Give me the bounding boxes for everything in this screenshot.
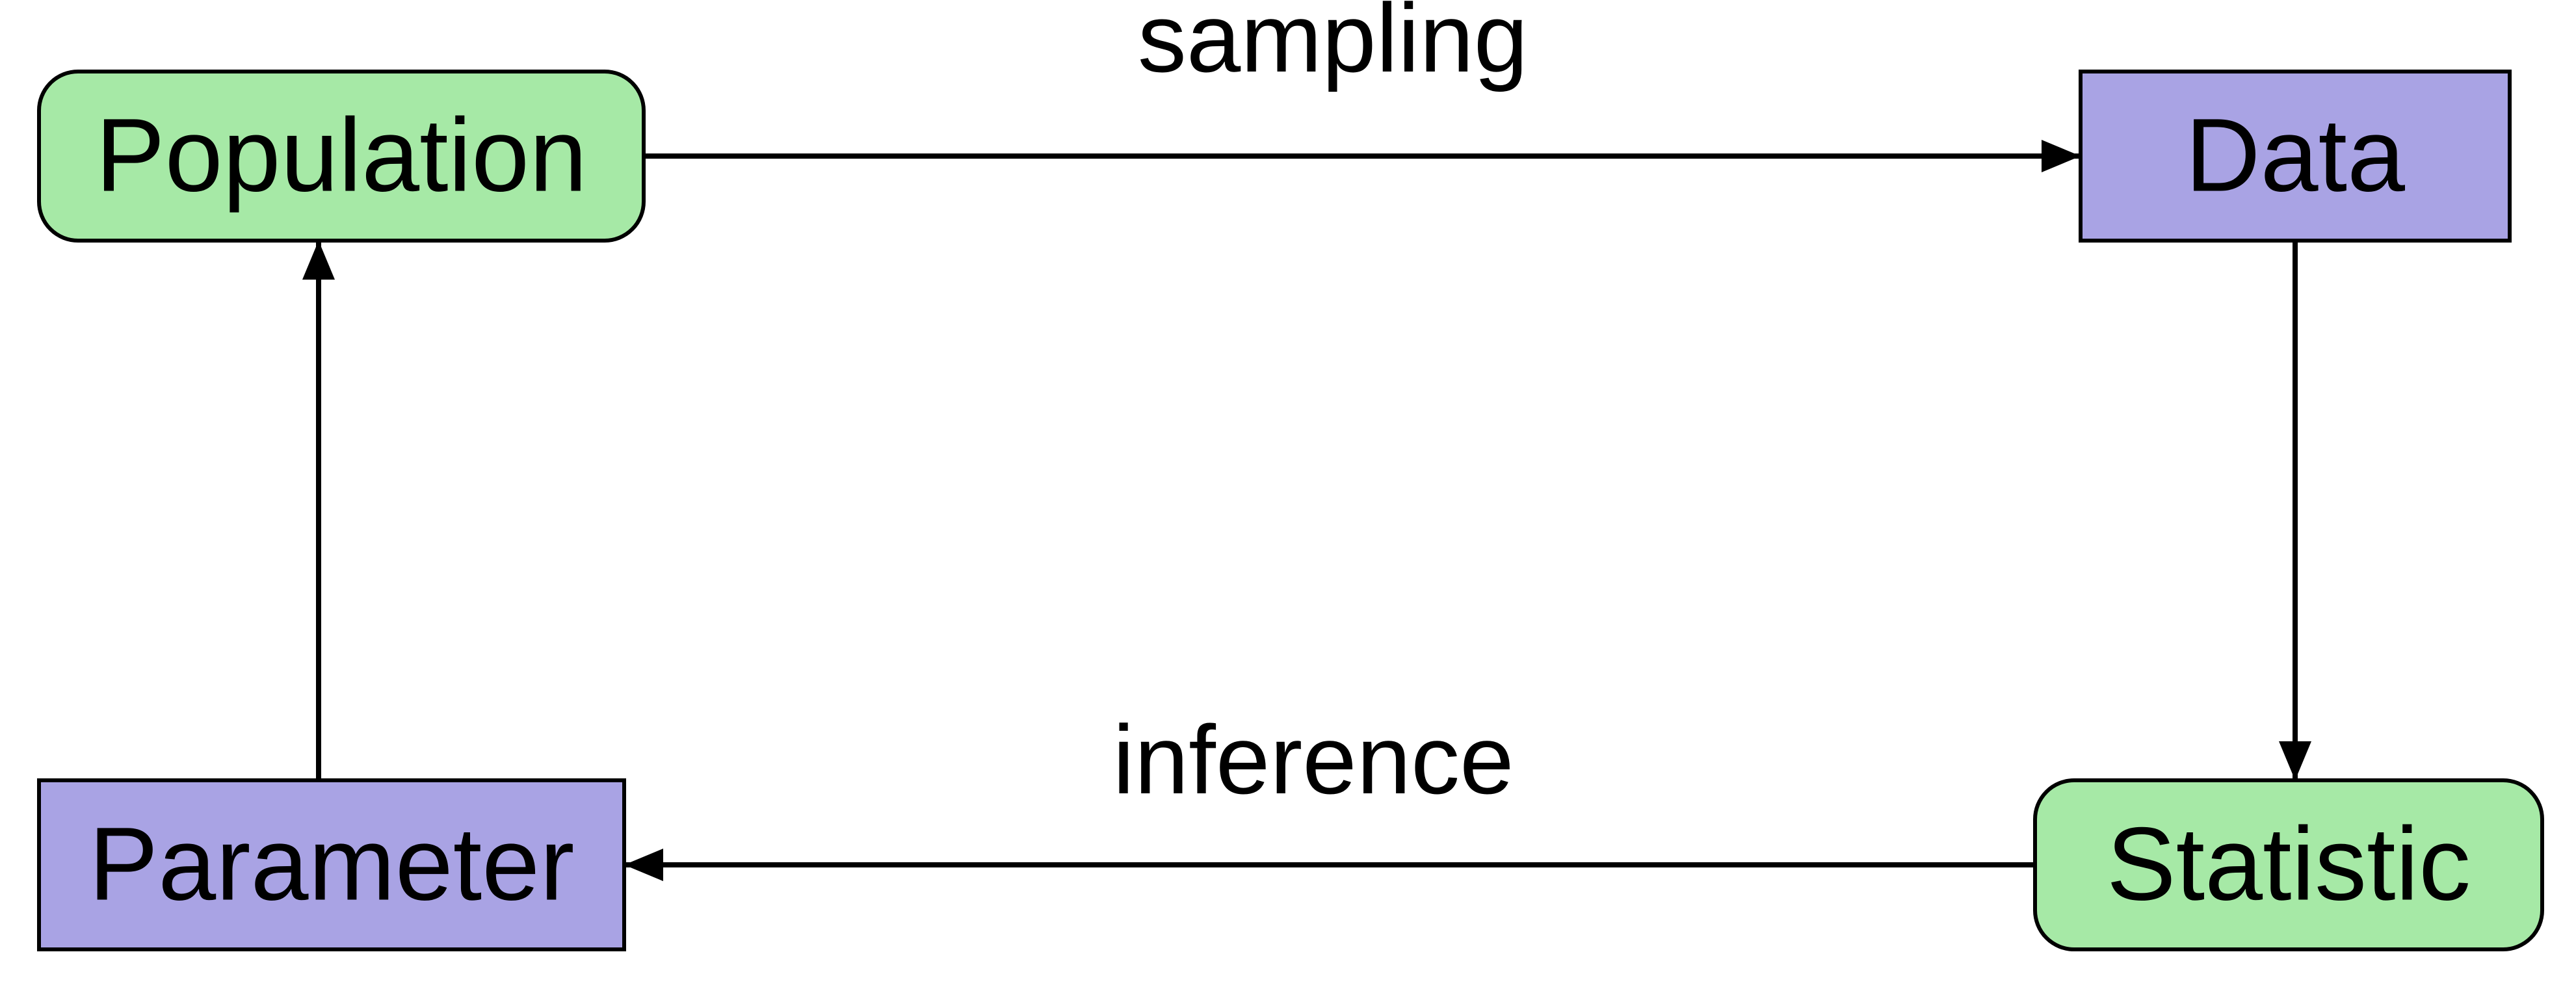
node-label-parameter: Parameter — [89, 805, 575, 921]
edge-labels: sampling inference — [1112, 0, 1528, 814]
node-parameter: Parameter — [39, 780, 624, 949]
node-data: Data — [2081, 72, 2510, 241]
statistics-flowchart: Population Data Statistic Parameter samplin… — [0, 0, 2576, 991]
node-label-population: Population — [96, 96, 587, 213]
node-label-statistic: Statistic — [2107, 805, 2471, 921]
node-statistic: Statistic — [2035, 780, 2542, 949]
nodes: Population Data Statistic Parameter — [39, 72, 2542, 949]
node-label-data: Data — [2185, 96, 2405, 213]
edge-label-inference: inference — [1112, 705, 1514, 814]
node-population: Population — [39, 72, 644, 241]
edge-label-sampling: sampling — [1138, 0, 1528, 92]
